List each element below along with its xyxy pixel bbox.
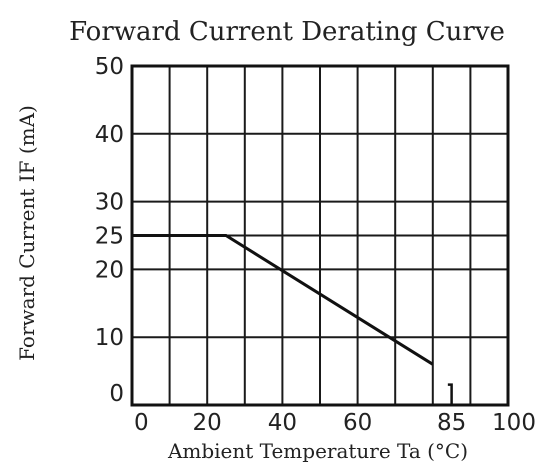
y-tick-label: 20 <box>95 257 124 283</box>
y-tick-label: 10 <box>95 325 124 351</box>
x-tick-label: 40 <box>268 410 297 436</box>
y-tick-label: 25 <box>95 224 124 250</box>
y-tick-label: 40 <box>95 122 124 148</box>
x-tick-labels: 0 20 40 60 85 100 <box>134 410 536 436</box>
y-tick-label: 0 <box>109 381 124 407</box>
y-tick-label: 50 <box>95 54 124 80</box>
x-axis-label: Ambient Temperature Ta (°C) <box>167 439 468 463</box>
x-tick-label: 60 <box>343 410 372 436</box>
y-tick-label: 30 <box>95 190 124 216</box>
x-tick-label: 20 <box>193 410 222 436</box>
chart-title: Forward Current Derating Curve <box>69 17 505 47</box>
x-tick-label: 85 <box>437 410 466 436</box>
y-tick-labels: 0 10 20 25 30 40 50 <box>95 54 124 407</box>
y-axis-label: Forward Current IF (mA) <box>15 105 39 361</box>
derating-curve-line <box>132 234 434 366</box>
x-tick-label: 100 <box>492 410 536 436</box>
x-tick-label: 0 <box>134 410 149 436</box>
series-layer <box>132 234 453 405</box>
max-temperature-marker <box>447 383 453 405</box>
